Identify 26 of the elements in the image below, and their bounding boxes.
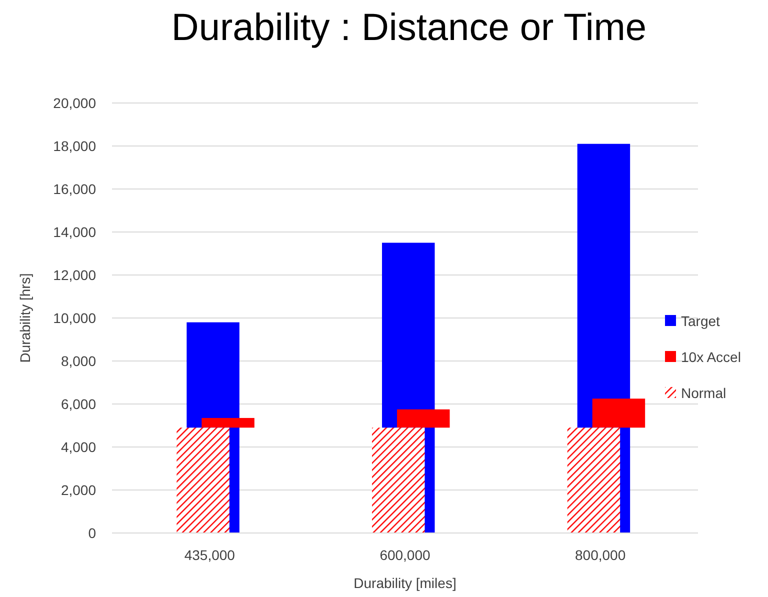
legend-label: Target	[681, 312, 720, 329]
x-axis-title: Durability [miles]	[354, 575, 456, 591]
x-tick-label: 800,000	[575, 547, 626, 563]
y-tick-label: 12,000	[53, 266, 96, 283]
legend-label: Normal	[681, 384, 726, 401]
y-tick-label: 10,000	[53, 310, 96, 326]
y-tick-label: 16,000	[53, 180, 96, 197]
bar	[567, 428, 620, 533]
legend-label: 10x Accel	[681, 348, 741, 365]
y-tick-label: 4,000	[60, 438, 96, 455]
y-tick-label: 8,000	[60, 352, 96, 369]
y-tick-label: 18,000	[53, 138, 96, 154]
y-tick-label: 14,000	[53, 224, 96, 240]
y-axis-title: Durability [hrs]	[17, 273, 33, 363]
bar	[372, 428, 425, 533]
bar	[176, 428, 230, 533]
y-tick-label: 0	[88, 524, 96, 541]
bar	[397, 409, 450, 428]
x-tick-label: 600,000	[380, 547, 431, 563]
bar	[202, 418, 254, 428]
x-tick-label: 435,000	[184, 547, 236, 563]
y-tick-label: 6,000	[60, 396, 96, 412]
bar	[592, 398, 646, 428]
y-tick-label: 2,000	[60, 482, 96, 498]
chart-title: Durability : Distance or Time	[171, 7, 647, 49]
y-tick-label: 20,000	[53, 94, 96, 111]
